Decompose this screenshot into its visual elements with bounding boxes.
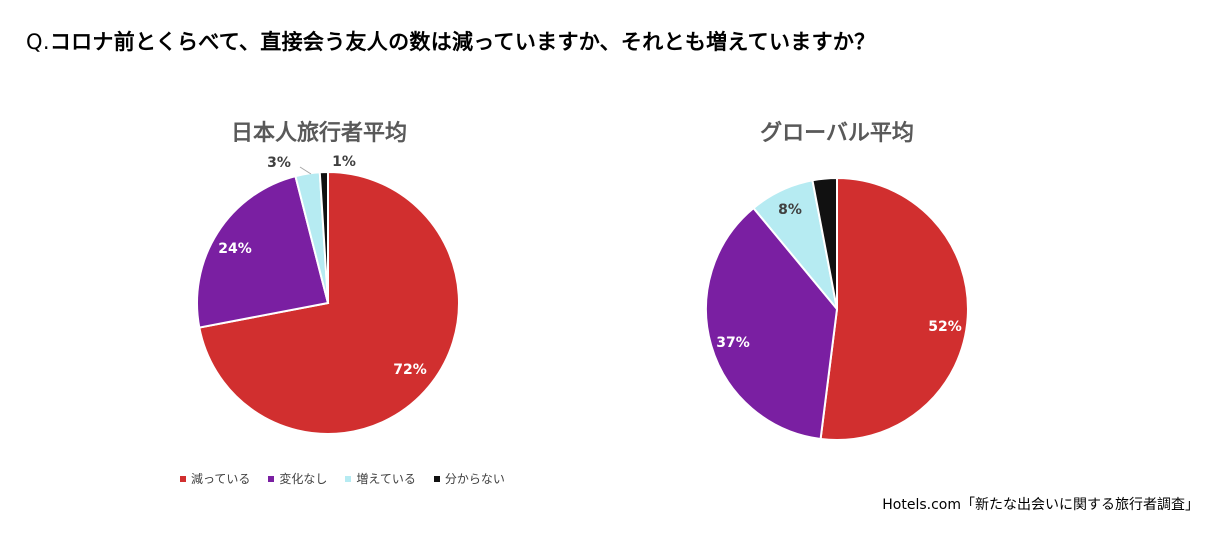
pie-slice-decreasing (819, 176, 969, 441)
data-label-increasing: 8% (778, 202, 802, 218)
pie-japan: 72% 24% 3% 1% (196, 154, 460, 435)
chart-title-global: グローバル平均 (760, 121, 914, 146)
leader-line (299, 166, 312, 175)
legend-item-no-change: 変化なし (268, 470, 327, 487)
legend-label-decreasing: 減っている (191, 472, 251, 486)
pie-slice-no-change (705, 206, 839, 441)
data-label-no-change: 37% (716, 335, 750, 351)
data-label-increasing: 3% (267, 155, 291, 171)
legend-label-no-change: 変化なし (279, 472, 328, 486)
legend-item-unknown: 分からない (433, 470, 505, 487)
pie-global: 52% 37% 8% (705, 176, 969, 441)
legend-label-increasing: 増えている (356, 472, 416, 486)
legend-swatch-decreasing (180, 475, 186, 482)
pie-slice-decreasing (198, 170, 460, 435)
question-text: コロナ前とくらべて、直接会う友人の数は減っていますか、それとも増えていますか？ (49, 30, 876, 54)
source-credit: Hotels.com「新たな出会いに関する旅行者調査」 (882, 497, 1199, 513)
pie-slice-no-change (196, 174, 330, 329)
pie-slice-unknown (318, 170, 329, 304)
data-label-decreasing: 52% (928, 319, 962, 335)
data-label-no-change: 24% (218, 241, 252, 257)
question-prefix: Q. (26, 30, 50, 54)
legend-swatch-unknown (433, 475, 440, 482)
legend-item-decreasing: 減っている (180, 470, 250, 487)
chart-title-japan: 日本人旅行者平均 (230, 121, 408, 146)
legend-item-increasing: 増えている (345, 470, 416, 487)
question-title: Q.コロナ前とくらべて、直接会う友人の数は減っていますか、それとも増えていますか… (26, 26, 875, 56)
legend-swatch-increasing (345, 475, 352, 482)
legend-label-unknown: 分からない (444, 472, 505, 486)
legend: 減っている 変化なし 増えている 分からない (180, 470, 505, 487)
pie-slice-unknown (811, 176, 838, 310)
data-label-decreasing: 72% (393, 362, 427, 378)
legend-swatch-no-change (268, 475, 275, 482)
data-label-unknown: 1% (332, 154, 356, 170)
